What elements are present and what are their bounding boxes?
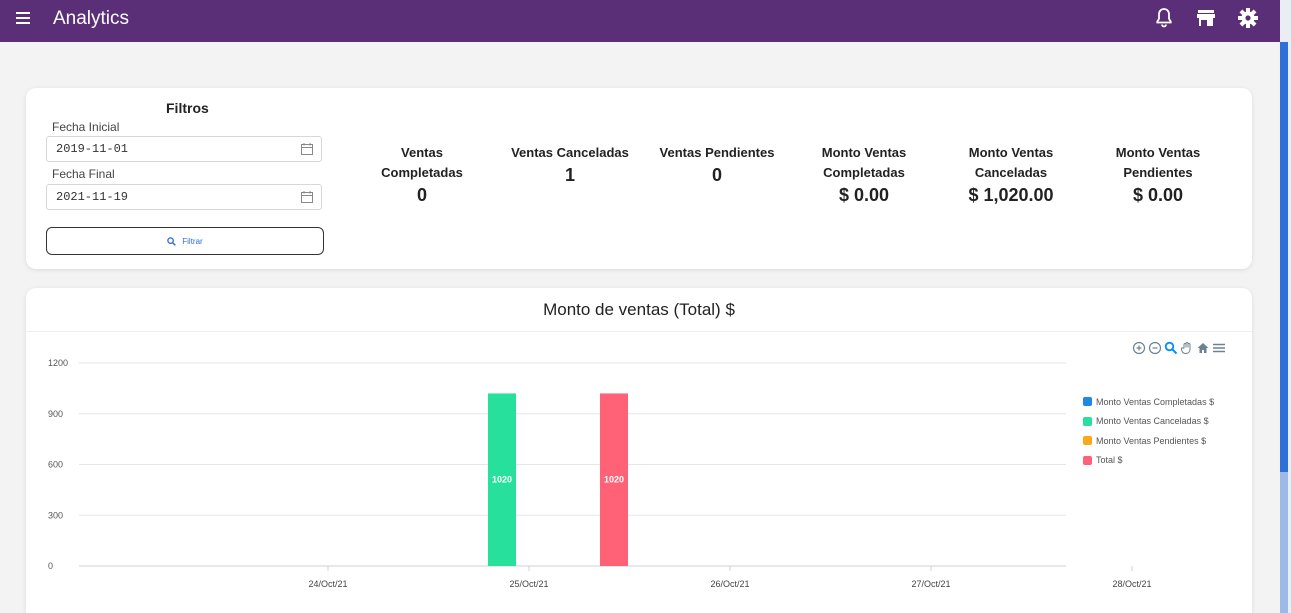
stat-ventas-pendientes: Ventas Pendientes 0: [642, 143, 792, 187]
search-icon: [167, 236, 177, 246]
legend-label: Total $: [1096, 455, 1123, 466]
y-tick-label: 600: [48, 460, 63, 470]
y-tick-label: 300: [48, 510, 63, 520]
stat-label: Ventas Pendientes: [659, 145, 775, 160]
legend-item[interactable]: Total $: [1083, 451, 1214, 471]
start-date-label: Fecha Inicial: [52, 120, 120, 134]
filters-card: Filtros Fecha Inicial Fecha Final Filtra…: [26, 88, 1252, 269]
stat-value: $ 0.00: [838, 185, 890, 205]
stat-monto-pendientes: Monto Ventas Pendientes $ 0.00: [1083, 143, 1233, 207]
stat-label: Monto Ventas Completadas: [821, 145, 907, 180]
calendar-icon[interactable]: [301, 143, 313, 155]
bar-chart: 0 300 600 900 1200 24/Oct/21 25/Oct/21 26/Oct/2…: [48, 358, 1152, 589]
chart-card: Monto de ventas (Total) $ 0 300 600 900 1200…: [26, 288, 1252, 613]
legend-item[interactable]: Monto Ventas Canceladas $: [1083, 412, 1214, 432]
stat-value: 1: [564, 165, 575, 185]
x-tick-label: 24/Oct/21: [308, 579, 347, 589]
menu-lines-icon[interactable]: [1212, 341, 1226, 355]
legend-swatch: [1083, 436, 1092, 446]
stat-label: Monto Ventas Pendientes: [1115, 145, 1201, 180]
stat-value: 0: [416, 185, 427, 205]
legend-swatch: [1083, 416, 1092, 426]
stat-label: Ventas Canceladas: [511, 145, 629, 160]
filters-title: Filtros: [166, 100, 209, 116]
stat-label: Ventas Completadas: [381, 145, 463, 180]
stat-value: $ 1,020.00: [968, 185, 1054, 205]
home-icon[interactable]: [1196, 341, 1210, 355]
gear-icon[interactable]: [1236, 6, 1260, 30]
menu-icon[interactable]: [16, 12, 30, 24]
legend-label: Monto Ventas Completadas $: [1096, 396, 1215, 407]
zoom-in-icon[interactable]: [1132, 341, 1146, 355]
x-tick-label: 28/Oct/21: [1112, 579, 1151, 589]
app-title: Analytics: [53, 8, 130, 29]
stat-value: $ 0.00: [1132, 185, 1184, 205]
y-tick-label: 900: [48, 409, 63, 419]
legend-label: Monto Ventas Pendientes $: [1096, 435, 1207, 446]
bar: [600, 393, 628, 566]
filter-button-label: Filtrar: [182, 236, 203, 246]
end-date-input[interactable]: [47, 185, 296, 209]
start-date-input[interactable]: [47, 137, 296, 161]
stat-ventas-canceladas: Ventas Canceladas 1: [495, 143, 645, 187]
filter-button[interactable]: Filtrar: [46, 227, 324, 255]
legend-label: Monto Ventas Canceladas $: [1096, 416, 1209, 427]
start-date-field[interactable]: [46, 136, 322, 162]
chart-divider: [26, 331, 1252, 332]
bar-data-label: 1020: [604, 475, 624, 485]
chart-toolbar: [1132, 341, 1226, 355]
y-tick-label: 0: [48, 561, 53, 571]
x-tick-label: 26/Oct/21: [710, 579, 749, 589]
legend-item[interactable]: Monto Ventas Pendientes $: [1083, 431, 1214, 451]
end-date-label: Fecha Final: [52, 167, 115, 181]
store-icon[interactable]: [1194, 6, 1218, 30]
bar-data-label: 1020: [492, 475, 512, 485]
x-tick-label: 27/Oct/21: [911, 579, 950, 589]
chart-title: Monto de ventas (Total) $: [543, 300, 735, 319]
x-tick-label: 25/Oct/21: [509, 579, 548, 589]
bar: [488, 393, 516, 566]
end-date-field[interactable]: [46, 184, 322, 210]
magnify-icon[interactable]: [1164, 341, 1178, 355]
stat-label: Monto Ventas Canceladas: [968, 145, 1054, 180]
stat-value: 0: [711, 165, 722, 185]
legend-swatch: [1083, 397, 1092, 407]
stat-monto-completadas: Monto Ventas Completadas $ 0.00: [789, 143, 939, 207]
calendar-icon[interactable]: [301, 191, 313, 203]
stat-ventas-completadas: Ventas Completadas 0: [347, 143, 497, 207]
stat-monto-canceladas: Monto Ventas Canceladas $ 1,020.00: [936, 143, 1086, 207]
zoom-out-icon[interactable]: [1148, 341, 1162, 355]
scrollbar-thumb[interactable]: [1280, 42, 1288, 472]
scrollbar-rest: [1280, 472, 1288, 613]
legend-swatch: [1083, 455, 1092, 465]
top-bar: Analytics: [0, 0, 1280, 42]
chart-legend: Monto Ventas Completadas $ Monto Ventas C…: [1083, 392, 1214, 470]
pan-hand-icon[interactable]: [1180, 341, 1194, 355]
y-tick-label: 1200: [48, 358, 68, 368]
bell-icon[interactable]: [1152, 6, 1176, 30]
legend-item[interactable]: Monto Ventas Completadas $: [1083, 392, 1214, 412]
